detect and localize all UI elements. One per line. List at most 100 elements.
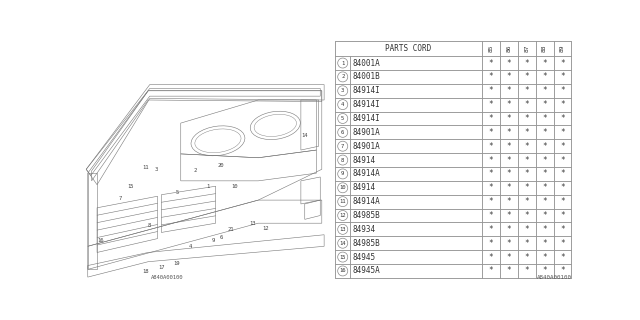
Bar	[554, 84, 572, 98]
Text: 8: 8	[148, 223, 152, 228]
Text: 84914I: 84914I	[353, 114, 381, 123]
Bar	[351, 125, 482, 139]
Bar	[500, 209, 518, 222]
Bar	[335, 167, 351, 181]
Bar	[482, 41, 500, 56]
Text: *: *	[560, 114, 564, 123]
Text: 2: 2	[193, 168, 196, 173]
Bar	[351, 139, 482, 153]
Bar	[351, 250, 482, 264]
Text: 13: 13	[249, 221, 255, 226]
Bar	[351, 236, 482, 250]
Text: 89: 89	[560, 45, 565, 52]
Text: *: *	[507, 211, 511, 220]
Text: *: *	[489, 183, 493, 192]
Text: *: *	[524, 72, 529, 81]
Bar	[536, 98, 554, 112]
Bar	[518, 153, 536, 167]
Bar	[351, 84, 482, 98]
Text: *: *	[524, 225, 529, 234]
Bar	[500, 153, 518, 167]
Bar	[351, 56, 482, 70]
Text: 84901A: 84901A	[353, 128, 381, 137]
Text: *: *	[489, 169, 493, 179]
Text: 84001B: 84001B	[353, 72, 381, 81]
Text: *: *	[542, 59, 547, 68]
Text: 8: 8	[341, 157, 344, 163]
Bar	[500, 222, 518, 236]
Bar	[482, 153, 500, 167]
Bar	[554, 98, 572, 112]
Text: 20: 20	[218, 163, 224, 168]
Text: *: *	[542, 252, 547, 261]
Bar	[500, 195, 518, 209]
Bar	[554, 209, 572, 222]
Text: 4: 4	[188, 244, 191, 249]
Bar	[351, 195, 482, 209]
Text: *: *	[560, 197, 564, 206]
Text: 6: 6	[220, 235, 223, 240]
Bar	[351, 264, 482, 278]
Bar	[554, 167, 572, 181]
Text: 1: 1	[341, 60, 344, 66]
Text: 85: 85	[488, 45, 493, 52]
Text: 3: 3	[154, 167, 157, 172]
Text: 16: 16	[97, 238, 104, 243]
Bar	[335, 250, 351, 264]
Text: 7: 7	[118, 196, 122, 201]
Text: *: *	[560, 100, 564, 109]
Text: PARTS CORD: PARTS CORD	[385, 44, 432, 53]
Text: *: *	[489, 252, 493, 261]
Text: *: *	[542, 100, 547, 109]
Bar	[554, 112, 572, 125]
Text: *: *	[489, 142, 493, 151]
Text: *: *	[489, 225, 493, 234]
Text: *: *	[507, 142, 511, 151]
Bar	[536, 139, 554, 153]
Bar	[518, 98, 536, 112]
Bar	[482, 195, 500, 209]
Text: *: *	[524, 114, 529, 123]
Text: 84934: 84934	[353, 225, 376, 234]
Bar	[554, 153, 572, 167]
Bar	[518, 167, 536, 181]
Text: 84914: 84914	[353, 156, 376, 164]
Text: 84914I: 84914I	[353, 100, 381, 109]
Text: *: *	[542, 211, 547, 220]
Text: *: *	[560, 183, 564, 192]
Text: *: *	[524, 267, 529, 276]
Text: *: *	[560, 225, 564, 234]
Bar	[351, 167, 482, 181]
Bar	[351, 153, 482, 167]
Bar	[518, 181, 536, 195]
Bar	[518, 264, 536, 278]
Text: *: *	[489, 128, 493, 137]
Bar	[554, 195, 572, 209]
Text: *: *	[489, 100, 493, 109]
Bar	[518, 222, 536, 236]
Text: *: *	[489, 197, 493, 206]
Text: 12: 12	[263, 226, 269, 231]
Bar	[554, 264, 572, 278]
Bar	[500, 250, 518, 264]
Text: *: *	[489, 267, 493, 276]
Text: *: *	[524, 142, 529, 151]
Bar	[536, 84, 554, 98]
Bar	[500, 125, 518, 139]
Bar	[518, 209, 536, 222]
Bar	[518, 70, 536, 84]
Text: 6: 6	[341, 130, 344, 135]
Text: *: *	[524, 183, 529, 192]
Text: *: *	[507, 59, 511, 68]
Text: *: *	[507, 86, 511, 95]
Text: 13: 13	[339, 227, 346, 232]
Bar	[335, 236, 351, 250]
Bar	[500, 139, 518, 153]
Text: *: *	[542, 169, 547, 179]
Text: *: *	[507, 156, 511, 164]
Text: 14: 14	[339, 241, 346, 246]
Text: *: *	[524, 86, 529, 95]
Bar	[335, 98, 351, 112]
Text: *: *	[507, 128, 511, 137]
Bar	[518, 236, 536, 250]
